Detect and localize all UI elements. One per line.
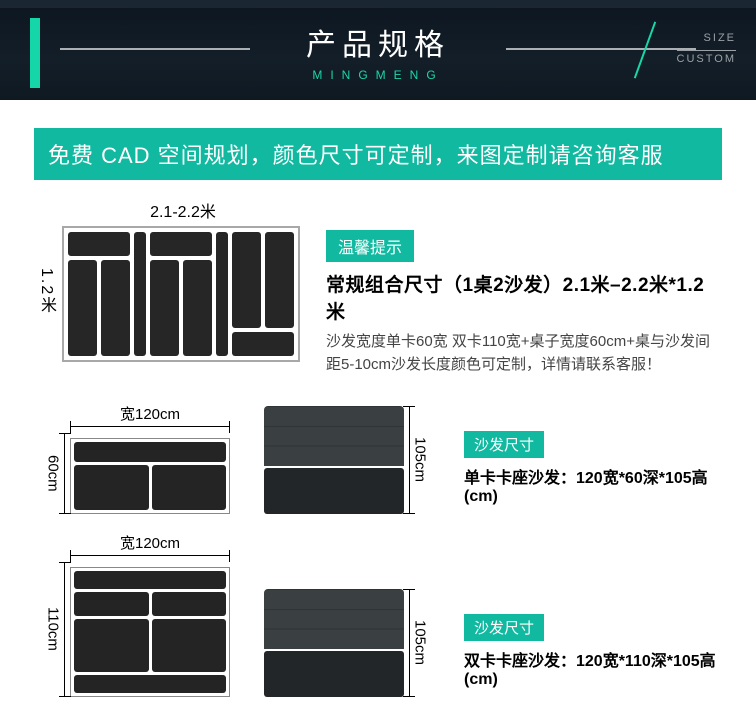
combo-diagram: 2.1-2.2米 1.2米 [34,198,304,377]
single-depth-label: 60cm [45,455,62,492]
single-size-badge: 沙发尺寸 [464,431,544,458]
combo-table [134,232,146,356]
single-sofa-row: 宽120cm 60cm 105cm 沙发尺寸 单卡卡座沙发：120宽*60深*1… [0,399,756,528]
double-spec: 双卡卡座沙发：120宽*110深*105高(cm) [464,647,722,689]
double-side-back [264,589,404,649]
combo-title: 常规组合尺寸（1桌2沙发）2.1米–2.2米*1.2米 [326,270,722,324]
single-height-label: 105cm [412,437,429,482]
header-line-left [60,48,250,50]
header-strip: 产品规格 MINGMENG SIZE CUSTOM [0,0,756,100]
combo-layout-box [62,226,300,362]
double-side-view: 105cm [264,589,404,697]
combo-text: 温馨提示 常规组合尺寸（1桌2沙发）2.1米–2.2米*1.2米 沙发宽度单卡6… [304,198,722,377]
combo-depth-label: 1.2米 [34,268,58,314]
single-spec: 单卡卡座沙发：120宽*60深*105高(cm) [464,464,722,506]
single-depth-dim [64,433,74,514]
double-sofa-row: 宽120cm 110cm 105cm 沙发尺寸 双卡卡座沙发：120宽*110深… [0,528,756,711]
double-side-seat [264,651,404,697]
double-top-view: 宽120cm 110cm [70,532,230,697]
combo-section: 2.1-2.2米 1.2米 温馨提示 常规组合尺寸（1桌2沙发）2.1米–2.2… [0,198,756,399]
single-width-dim [70,426,230,436]
double-depth-dim [64,562,74,697]
combo-sofa-left [68,232,130,356]
header-center: 产品规格 MINGMENG [306,20,450,82]
double-height-label: 105cm [412,620,429,665]
double-info: 沙发尺寸 双卡卡座沙发：120宽*110深*105高(cm) [404,614,722,697]
header-slash-accent [634,21,656,78]
header-side-line2: CUSTOM [677,51,736,69]
cad-banner: 免费 CAD 空间规划，颜色尺寸可定制，来图定制请咨询客服 [34,128,722,180]
double-top-diagram [70,567,230,697]
double-size-badge: 沙发尺寸 [464,614,544,641]
single-info: 沙发尺寸 单卡卡座沙发：120宽*60深*105高(cm) [404,431,722,514]
combo-table-2 [216,232,228,356]
combo-sofa-mid [150,232,212,356]
header-line-right [506,48,696,50]
single-top-diagram [70,438,230,514]
header-accent-bar [30,18,40,88]
double-depth-label: 110cm [45,607,62,651]
single-side-back [264,406,404,466]
double-width-dim [70,555,230,565]
combo-desc: 沙发宽度单卡60宽 双卡110宽+桌子宽度60cm+桌与沙发间距5-10cm沙发… [326,330,722,377]
single-width-label: 宽120cm [70,403,230,424]
combo-width-label: 2.1-2.2米 [62,198,304,222]
single-side-view: 105cm [264,406,404,514]
combo-sofa-right [232,232,294,356]
header-side-line1: SIZE [677,30,736,51]
single-top-view: 宽120cm 60cm [70,403,230,514]
header-title: 产品规格 [306,20,450,64]
header-side-text: SIZE CUSTOM [677,30,736,68]
header-subtitle: MINGMENG [306,68,450,82]
single-side-seat [264,468,404,514]
double-width-label: 宽120cm [70,532,230,553]
warm-tip-badge: 温馨提示 [326,230,414,262]
